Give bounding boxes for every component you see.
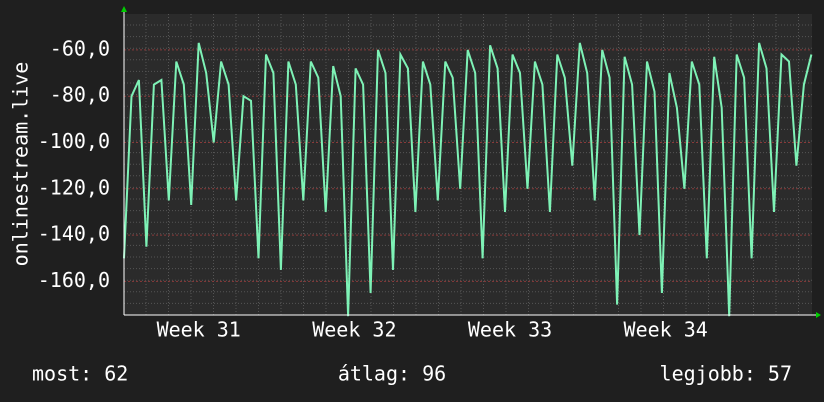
- x-tick-label: Week 32: [312, 318, 396, 342]
- y-tick-label: -80,0: [50, 83, 110, 107]
- x-tick-label: Week 34: [624, 318, 708, 342]
- data-line: [123, 42, 813, 317]
- y-tick-label: -100,0: [38, 129, 110, 153]
- x-tick-label: Week 31: [157, 318, 241, 342]
- x-arrow: [816, 312, 821, 318]
- stat-average: átlag: 96: [338, 362, 446, 386]
- y-arrow: [121, 6, 127, 12]
- y-tick-label: -120,0: [38, 175, 110, 199]
- x-tick-label: Week 33: [468, 318, 552, 342]
- y-tick-label: -160,0: [38, 268, 110, 292]
- stat-best: legjobb: 57: [660, 362, 792, 386]
- stat-current: most: 62: [32, 362, 128, 386]
- y-tick-label: -60,0: [50, 36, 110, 60]
- y-tick-label: -140,0: [38, 222, 110, 246]
- y-axis-label: onlinestream.live: [9, 62, 33, 267]
